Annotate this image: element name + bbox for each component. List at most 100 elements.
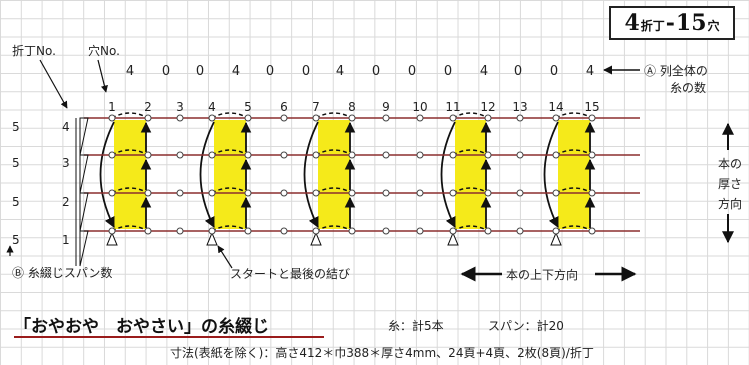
sewing-hole: [348, 151, 356, 159]
hole-number: 4: [208, 100, 216, 114]
thread-band: [114, 120, 146, 229]
sewing-hole: [312, 189, 320, 197]
row-labels: 5 4 5 3 5 2 5 1: [12, 120, 70, 247]
dimensions-note: 寸法(表紙を除く)：高さ412＊巾388＊厚さ4mm、24頁+4頁、2枚(8頁)…: [170, 345, 594, 360]
title-signature-count: 4: [624, 10, 640, 36]
sewing-hole: [244, 189, 252, 197]
hole-number: 10: [412, 100, 427, 114]
hole-count: 0: [162, 64, 170, 79]
book-title: 「おやおや おやさい」の糸綴じ: [14, 317, 269, 337]
sewing-hole: [208, 151, 216, 159]
sewing-hole: [144, 189, 152, 197]
sewing-hole: [416, 227, 424, 235]
sewing-hole: [449, 189, 457, 197]
direction-label: 本の上下方向: [506, 267, 578, 282]
sewing-hole: [244, 114, 252, 122]
sewing-hole: [312, 114, 320, 122]
thread-band: [214, 120, 246, 229]
sewing-hole: [280, 227, 288, 235]
sewing-hole: [552, 227, 560, 235]
sewing-hole: [108, 151, 116, 159]
sewing-hole: [552, 114, 560, 122]
sewing-hole: [176, 227, 184, 235]
hole-number: 14: [548, 100, 563, 114]
sewing-hole: [382, 114, 390, 122]
hole-count: 0: [550, 64, 558, 79]
title-fold-unit: 折丁: [640, 19, 665, 33]
hole-count: 4: [586, 64, 594, 79]
thickness-line2: 厚さ: [718, 177, 742, 191]
start-knot-marker: [106, 231, 118, 246]
sewing-hole: [208, 227, 216, 235]
hole-no-label: 穴No.: [88, 43, 120, 58]
sewing-hole: [416, 189, 424, 197]
sewing-hole: [449, 227, 457, 235]
signature-number-3: 3: [62, 156, 70, 170]
start-knot-marker: [550, 231, 562, 246]
sewing-hole: [516, 189, 524, 197]
hole-number: 5: [244, 100, 252, 114]
sewing-hole: [516, 114, 524, 122]
return-arrow: [440, 121, 456, 228]
hole-number: 15: [584, 100, 599, 114]
hole-count: 4: [232, 64, 240, 79]
title-dash: -: [665, 10, 675, 36]
sewing-hole: [416, 114, 424, 122]
spine-folds: [75, 117, 89, 267]
thickness-line1: 本の: [718, 157, 742, 171]
sewing-hole: [588, 227, 596, 235]
book-title-underline: [14, 336, 324, 338]
sewing-hole: [280, 189, 288, 197]
sewing-hole: [244, 151, 252, 159]
thread-highlights: [99, 112, 596, 246]
sewing-hole: [484, 189, 492, 197]
sewing-hole: [516, 227, 524, 235]
sewing-hole: [382, 189, 390, 197]
start-knot-marker: [447, 231, 459, 246]
signature-no-label: 折丁No.: [12, 43, 56, 58]
sewing-hole: [108, 189, 116, 197]
hole-number: 2: [144, 100, 152, 114]
start-knot-marker: [310, 231, 322, 246]
thread-band: [455, 120, 486, 229]
sewing-hole: [449, 114, 457, 122]
sewing-hole: [484, 114, 492, 122]
hole-number: 1: [108, 100, 116, 114]
sewing-hole: [416, 151, 424, 159]
sewing-hole: [348, 227, 356, 235]
hole-count: 0: [266, 64, 274, 79]
title-hole-count: 15: [675, 10, 707, 36]
sewing-hole: [144, 114, 152, 122]
sewing-hole: [144, 151, 152, 159]
sewing-hole: [280, 114, 288, 122]
hole-count: 0: [514, 64, 522, 79]
sewing-hole: [108, 114, 116, 122]
hole-count: 0: [408, 64, 416, 79]
sewing-hole: [588, 114, 596, 122]
hole-no-pointer: [97, 59, 108, 93]
signature-number-2: 2: [62, 195, 70, 209]
span-count-1: 5: [12, 233, 20, 247]
return-arrow: [199, 121, 215, 228]
span-count-4: 5: [12, 120, 20, 134]
hole-count: 0: [302, 64, 310, 79]
hole-count: 4: [126, 64, 134, 79]
sewing-hole: [244, 227, 252, 235]
signature-number-4: 4: [62, 120, 70, 134]
thickness-line3: 方向: [718, 196, 742, 211]
a-note-line2: 糸の数: [670, 80, 706, 95]
sewing-hole: [348, 189, 356, 197]
hole-number: 12: [480, 100, 495, 114]
sewing-hole: [208, 189, 216, 197]
sewing-hole: [208, 114, 216, 122]
return-arrow: [543, 121, 559, 228]
hole-count: 0: [196, 64, 204, 79]
a-note-line1: Ⓐ 列全体の: [644, 63, 708, 78]
sewing-hole: [176, 151, 184, 159]
hole-number: 13: [512, 100, 527, 114]
sewing-hole: [280, 151, 288, 159]
sewing-hole: [588, 151, 596, 159]
hole-number: 6: [280, 100, 288, 114]
hole-number-row: 1 2 3 4 5 6 7 8 9 10 11 12 13 14 15: [108, 100, 599, 114]
